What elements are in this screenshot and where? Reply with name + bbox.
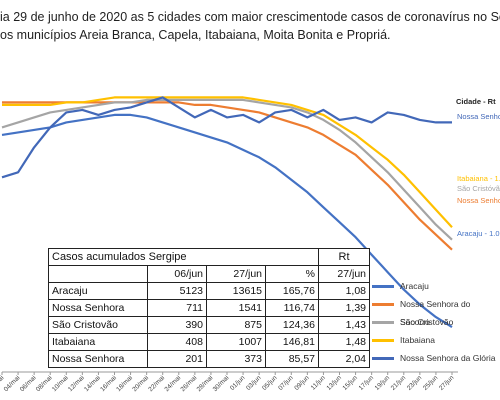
legend-swatch	[372, 339, 394, 342]
end-label: Nossa Senhor	[457, 112, 500, 121]
table-col-header: 27/jun	[206, 265, 266, 283]
x-tick-label: 12/mai	[67, 374, 86, 393]
table-col-header: 06/jun	[147, 265, 207, 283]
table-cell: 13615	[206, 282, 266, 300]
end-label: Nossa Senhor	[457, 196, 500, 205]
x-tick-label: 17/jun	[358, 374, 376, 392]
caption-line-2: os municípios Areia Branca, Capela, Itab…	[0, 28, 391, 42]
legend-label: São Cristovão	[400, 317, 454, 327]
table-col-header: 27/jun	[318, 265, 370, 283]
table-row: Itabaiana 408 1007 146,81 1,48	[48, 333, 370, 351]
x-tick-label: 19/jun	[374, 374, 392, 392]
x-tick-label: 28/mai	[196, 374, 215, 393]
legend-swatch	[372, 303, 394, 306]
table-col-header: %	[265, 265, 319, 283]
series-line-3	[2, 96, 453, 228]
table-cell: 408	[147, 333, 207, 351]
caption-line-1: ia 29 de junho de 2020 as 5 cidades com …	[0, 10, 500, 24]
table-cell: 201	[147, 350, 207, 368]
x-tick-label: 09/jun	[293, 374, 311, 392]
legend-swatch	[372, 357, 394, 360]
x-tick-label: 04/mai	[3, 374, 22, 393]
x-tick-label: 20/mai	[131, 374, 150, 393]
legend-entry: Nossa Senhora do Socorro	[372, 295, 500, 327]
table-row: São Cristovão 390 875 124,36 1,43	[48, 316, 370, 334]
x-tick-label: 26/mai	[180, 374, 199, 393]
legend-entry: Itabaiana	[372, 331, 500, 349]
legend-label: Nossa Senhora do Socorro	[400, 299, 471, 327]
x-tick-label: 11/jun	[310, 374, 327, 391]
table-cell: 1,08	[318, 282, 370, 300]
legend-swatch	[372, 285, 394, 288]
x-tick-label: 16/mai	[99, 374, 118, 393]
legend-swatch	[372, 321, 394, 324]
legend-label: Nossa Senhora da Glória	[400, 353, 496, 363]
table-cell-city: Nossa Senhora	[48, 350, 148, 368]
table-title: Casos acumulados Sergipe	[48, 248, 319, 266]
table-cell: 711	[147, 299, 207, 317]
legend-entry: Aracaju	[372, 277, 500, 295]
table-cell: 2,04	[318, 350, 370, 368]
table-cell: 390	[147, 316, 207, 334]
annotation-header: Cidade - Rt	[456, 97, 496, 106]
series-line-2	[1, 98, 453, 241]
x-tick-label: 18/mai	[115, 374, 134, 393]
table-cell: 1007	[206, 333, 266, 351]
table-cell-city: São Cristovão	[48, 316, 148, 334]
table-cell: 85,57	[265, 350, 319, 368]
table-cell-city: Itabaiana	[48, 333, 148, 351]
table-cell: 1,39	[318, 299, 370, 317]
x-tick-label: 03/jun	[245, 374, 263, 392]
table-cell: 373	[206, 350, 266, 368]
end-label: Itabaiana - 1.	[457, 174, 500, 183]
end-label: Aracaju - 1.0	[457, 229, 500, 238]
x-tick-label: 10/mai	[51, 374, 70, 393]
table-cell: 5123	[147, 282, 207, 300]
series-line-0	[1, 113, 453, 329]
x-tick-label: 06/mai	[19, 374, 38, 393]
x-tick-label: 22/mai	[147, 374, 166, 393]
table-cell: 875	[206, 316, 266, 334]
chart-caption: ia 29 de junho de 2020 as 5 cidades com …	[0, 8, 500, 44]
legend-entry: São Cristovão	[372, 313, 500, 331]
table-cell: 165,76	[265, 282, 319, 300]
series-line-4	[1, 96, 452, 179]
x-tick-label: 23/jun	[406, 374, 424, 392]
x-tick-label: 05/jun	[261, 374, 279, 392]
x-tick-label: 13/jun	[325, 374, 343, 392]
table-row: Nossa Senhora 201 373 85,57 2,04	[48, 350, 370, 368]
table-cell-city: Aracaju	[48, 282, 148, 300]
x-tick-label: 07/jun	[277, 374, 295, 392]
x-tick-label: 01/jun	[229, 374, 247, 392]
x-tick-label: 14/mai	[83, 374, 102, 393]
legend-label: Aracaju	[400, 281, 429, 291]
x-tick-label: 15/jun	[342, 374, 360, 392]
table-row: Nossa Senhora 711 1541 116,74 1,39	[48, 299, 370, 317]
series-line-1	[2, 101, 453, 251]
x-tick-label: 21/jun	[390, 374, 408, 392]
table-corner-cell	[48, 265, 148, 283]
table-cell: 124,36	[265, 316, 319, 334]
chart-legend: Aracaju Nossa Senhora do Socorro São Cri…	[372, 277, 500, 367]
cases-table: Casos acumulados Sergipe Rt 06/jun 27/ju…	[48, 248, 370, 368]
x-tick-label: 27/jun	[438, 374, 456, 392]
table-rt-header: Rt	[318, 248, 370, 266]
end-label: São Cristóvã	[457, 184, 500, 193]
x-tick-label: 30/mai	[212, 374, 231, 393]
x-tick-label: 24/mai	[163, 374, 182, 393]
table-cell: 1541	[206, 299, 266, 317]
x-tick-label: 25/jun	[422, 374, 440, 392]
table-cell: 116,74	[265, 299, 319, 317]
table-row: Aracaju 5123 13615 165,76 1,08	[48, 282, 370, 300]
table-cell: 1,48	[318, 333, 370, 351]
table-cell: 1,43	[318, 316, 370, 334]
table-cell: 146,81	[265, 333, 319, 351]
table-cell-city: Nossa Senhora	[48, 299, 148, 317]
legend-label: Itabaiana	[400, 335, 435, 345]
legend-entry: Nossa Senhora da Glória	[372, 349, 500, 367]
x-tick-label: 08/mai	[35, 374, 54, 393]
